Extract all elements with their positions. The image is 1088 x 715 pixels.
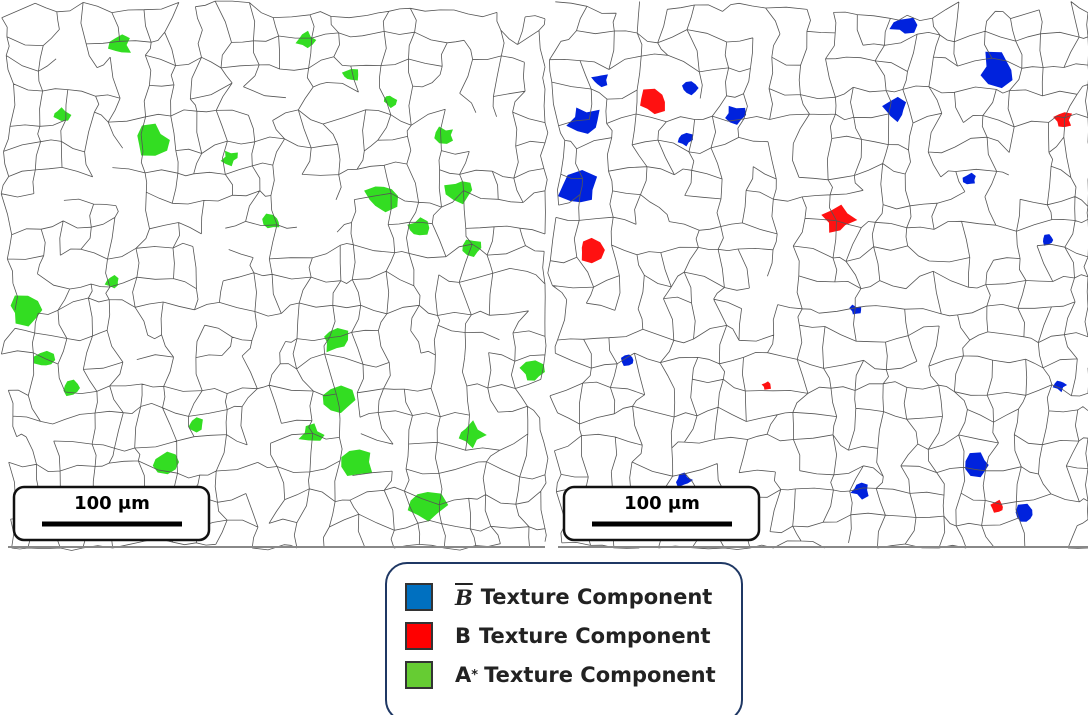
ebsd-map: 100 μm: [1, 1, 548, 550]
swatch: [405, 583, 433, 611]
legend-item: A* Texture Component: [405, 660, 724, 690]
scale-label: 100 μm: [624, 493, 700, 514]
legend-text: Texture Component: [481, 585, 713, 609]
map-bg: [8, 10, 545, 548]
legend-symbol: B: [455, 624, 471, 648]
legend-item: B Texture Component: [405, 582, 712, 612]
legend-text: Texture Component: [484, 663, 716, 687]
maps: 100 μm 100 μm: [0, 0, 1088, 560]
legend-symbol: B: [455, 585, 473, 610]
swatch: [405, 622, 433, 650]
figure: 100 μm100 μm BTexture Component BTexture…: [0, 0, 1088, 715]
legend-symbol: A: [455, 663, 471, 687]
scale-label: 100 μm: [74, 493, 150, 514]
ebsd-map: 100 μm: [548, 2, 1088, 550]
legend-text: Texture Component: [479, 624, 711, 648]
legend-item: B Texture Component: [405, 621, 711, 651]
legend-sup: *: [471, 668, 478, 683]
swatch: [405, 661, 433, 689]
